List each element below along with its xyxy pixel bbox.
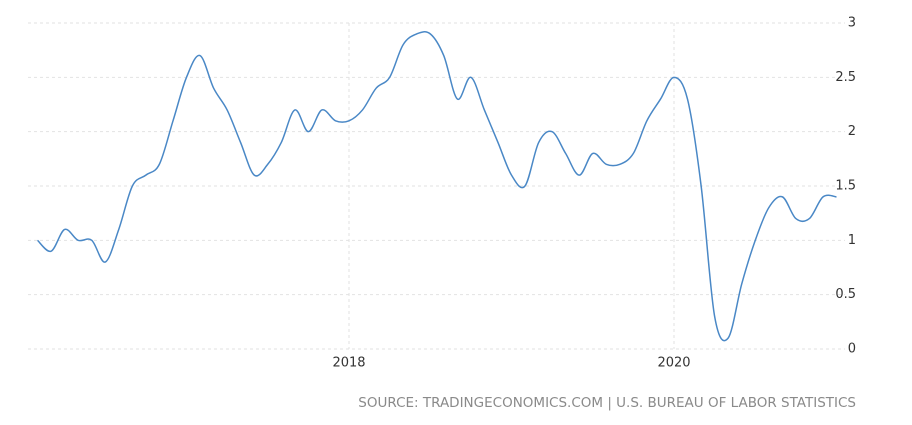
x-tick-label: 2018 xyxy=(332,356,365,371)
y-tick-label: 0 xyxy=(848,342,856,357)
source-note: SOURCE: TRADINGECONOMICS.COM | U.S. BURE… xyxy=(358,395,856,411)
y-tick-label: 2.5 xyxy=(835,70,856,85)
data-line xyxy=(36,31,837,342)
y-tick-label: 3 xyxy=(848,16,856,31)
y-tick-label: 1 xyxy=(848,233,856,248)
y-tick-label: 2 xyxy=(848,124,856,139)
x-tick-label: 2020 xyxy=(657,356,690,371)
y-tick-label: 0.5 xyxy=(835,287,856,302)
y-tick-label: 1.5 xyxy=(835,179,856,194)
